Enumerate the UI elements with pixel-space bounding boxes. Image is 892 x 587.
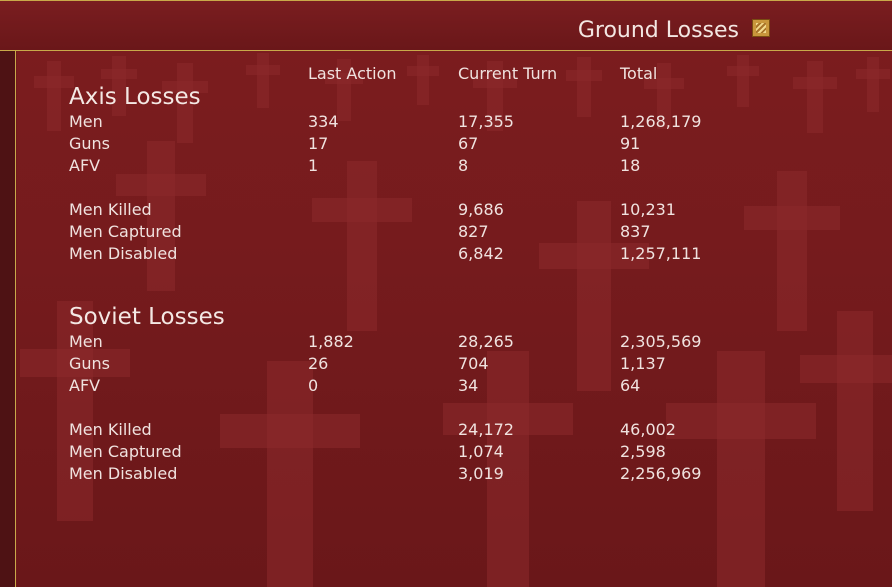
background-cross-arm bbox=[220, 413, 360, 448]
total-value: 2,598 bbox=[620, 442, 666, 461]
background-cross-arm bbox=[644, 77, 684, 89]
last-action-value: 0 bbox=[308, 376, 319, 395]
column-header-current-turn: Current Turn bbox=[458, 64, 558, 83]
current-turn-value: 8 bbox=[458, 156, 469, 175]
total-value: 91 bbox=[620, 134, 641, 153]
total-value: 18 bbox=[620, 156, 641, 175]
row-label: AFV bbox=[69, 376, 101, 395]
background-cross-arm bbox=[443, 402, 573, 435]
axis-losses-heading: Axis Losses bbox=[69, 84, 201, 110]
row-label: Men bbox=[69, 112, 103, 131]
current-turn-value: 67 bbox=[458, 134, 479, 153]
current-turn-value: 34 bbox=[458, 376, 479, 395]
background-cross bbox=[147, 141, 175, 291]
background-cross-arm bbox=[116, 174, 206, 196]
background-cross bbox=[57, 301, 93, 521]
background-cross-arm bbox=[473, 76, 517, 89]
current-turn-value: 827 bbox=[458, 222, 489, 241]
last-action-value: 1 bbox=[308, 156, 319, 175]
total-value: 64 bbox=[620, 376, 641, 395]
cemetery-background-image bbox=[17, 51, 892, 587]
current-turn-value: 6,842 bbox=[458, 244, 504, 263]
total-value: 2,256,969 bbox=[620, 464, 702, 483]
row-label: Men Killed bbox=[69, 200, 152, 219]
background-cross bbox=[267, 361, 313, 587]
current-turn-value: 704 bbox=[458, 354, 489, 373]
total-value: 2,305,569 bbox=[620, 332, 702, 351]
background-cross-arm bbox=[162, 80, 208, 93]
background-cross-arm bbox=[246, 65, 280, 76]
background-cross bbox=[837, 311, 873, 511]
row-label: Men Disabled bbox=[69, 244, 178, 263]
background-cross-arm bbox=[566, 70, 602, 82]
background-cross-arm bbox=[34, 76, 74, 89]
row-label: Guns bbox=[69, 134, 111, 153]
background-cross-arm bbox=[539, 242, 649, 269]
total-value: 1,268,179 bbox=[620, 112, 702, 131]
background-cross-arm bbox=[727, 66, 759, 77]
total-value: 10,231 bbox=[620, 200, 676, 219]
row-label: Men bbox=[69, 332, 103, 351]
current-turn-value: 24,172 bbox=[458, 420, 514, 439]
background-cross bbox=[347, 161, 377, 331]
current-turn-value: 1,074 bbox=[458, 442, 504, 461]
background-cross-arm bbox=[744, 206, 840, 231]
last-action-value: 334 bbox=[308, 112, 339, 131]
last-action-value: 1,882 bbox=[308, 332, 354, 351]
left-border bbox=[0, 51, 16, 587]
current-turn-value: 17,355 bbox=[458, 112, 514, 131]
last-action-value: 17 bbox=[308, 134, 329, 153]
background-cross-arm bbox=[325, 72, 363, 84]
row-label: Men Captured bbox=[69, 222, 182, 241]
total-value: 837 bbox=[620, 222, 651, 241]
total-value: 1,257,111 bbox=[620, 244, 702, 263]
row-label: Guns bbox=[69, 354, 111, 373]
background-cross-arm bbox=[800, 355, 892, 383]
row-label: Men Captured bbox=[69, 442, 182, 461]
current-turn-value: 28,265 bbox=[458, 332, 514, 351]
total-value: 46,002 bbox=[620, 420, 676, 439]
background-cross-arm bbox=[407, 66, 439, 76]
column-header-total: Total bbox=[620, 64, 658, 83]
background-cross-arm bbox=[101, 69, 137, 80]
window-title: Ground Losses bbox=[577, 18, 739, 43]
background-cross-arm bbox=[312, 198, 412, 223]
background-cross-arm bbox=[20, 349, 130, 378]
column-header-last-action: Last Action bbox=[308, 64, 397, 83]
current-turn-value: 9,686 bbox=[458, 200, 504, 219]
background-cross-arm bbox=[793, 76, 837, 89]
soviet-losses-heading: Soviet Losses bbox=[69, 304, 225, 330]
background-cross bbox=[487, 351, 529, 587]
row-label: AFV bbox=[69, 156, 101, 175]
background-cross-arm bbox=[666, 402, 816, 439]
last-action-value: 26 bbox=[308, 354, 329, 373]
background-cross-arm bbox=[856, 69, 890, 80]
graph-icon[interactable] bbox=[752, 19, 770, 37]
current-turn-value: 3,019 bbox=[458, 464, 504, 483]
row-label: Men Disabled bbox=[69, 464, 178, 483]
row-label: Men Killed bbox=[69, 420, 152, 439]
title-bar: Ground Losses bbox=[0, 0, 892, 51]
background-cross bbox=[577, 201, 611, 391]
background-cross bbox=[777, 171, 807, 331]
total-value: 1,137 bbox=[620, 354, 666, 373]
background-cross bbox=[717, 351, 765, 587]
